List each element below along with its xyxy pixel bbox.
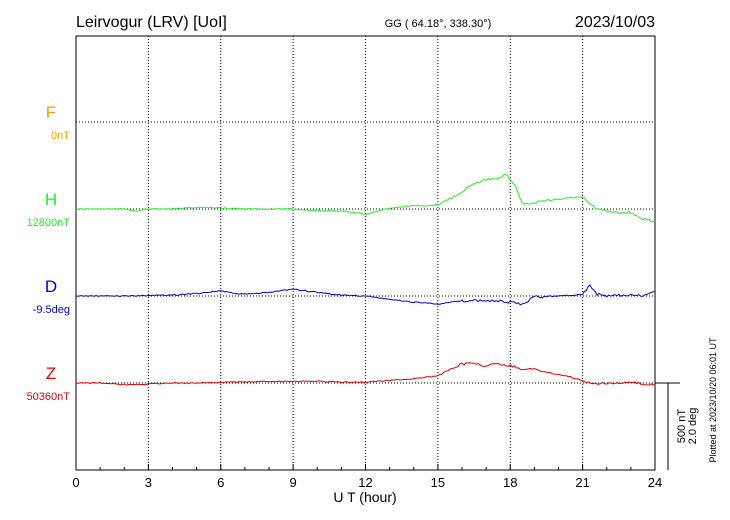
series-baseline-f: 0nT	[51, 130, 70, 142]
series-label-f: F	[46, 103, 56, 122]
series-label-d: D	[45, 277, 57, 296]
trace-h	[75, 173, 656, 223]
x-axis-label: U T (hour)	[333, 489, 396, 505]
x-tick-label: 18	[503, 475, 517, 490]
traces	[75, 173, 656, 386]
x-tick-label: 12	[358, 475, 372, 490]
x-tick-label: 3	[145, 475, 152, 490]
series-label-h: H	[45, 190, 57, 209]
x-tick-label: 21	[575, 475, 589, 490]
chart-date: 2023/10/03	[575, 14, 655, 31]
x-tick-label: 24	[648, 475, 662, 490]
x-axis-ticks: 0 3 6 9 12 15 18 21 24	[72, 464, 662, 490]
x-tick-label: 15	[431, 475, 445, 490]
station-coordinates: GG ( 64.18°, 338.30°)	[385, 18, 492, 30]
trace-z	[75, 362, 655, 386]
x-tick-label: 6	[217, 475, 224, 490]
scale-bar: 500 nT 2.0 deg	[655, 382, 699, 470]
series-baseline-h: 12800nT	[27, 217, 71, 229]
x-tick-label: 9	[290, 475, 297, 490]
series-baseline-z: 50360nT	[27, 391, 71, 403]
plotted-timestamp: Plotted at 2023/10/20 06:01 UT	[708, 337, 718, 463]
series-label-z: Z	[46, 364, 56, 383]
trace-d	[75, 284, 656, 306]
series-labels: F 0nT H 12800nT D -9.5deg Z 50360nT	[27, 103, 71, 403]
station-title: Leirvogur (LRV) [UoI]	[76, 14, 227, 31]
scale-deg-label: 2.0 deg	[687, 408, 699, 445]
scale-nt-label: 500 nT	[676, 409, 688, 444]
x-tick-label: 0	[72, 475, 79, 490]
grid	[76, 36, 655, 470]
series-baseline-d: -9.5deg	[33, 304, 70, 316]
